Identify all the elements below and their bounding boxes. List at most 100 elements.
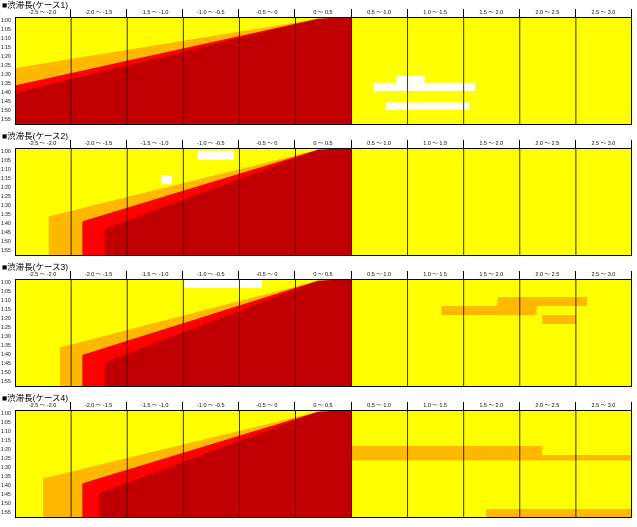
heatmap-cell: [183, 279, 262, 288]
congestion-band: [104, 279, 352, 387]
row-label: 1:10: [1, 36, 11, 42]
grid-frame: [15, 279, 632, 387]
column-header: -1.0 ～ -0.5: [183, 402, 240, 410]
column-header: -2.0 ～ -1.5: [71, 9, 128, 17]
column-header: 2.5 ～ 3.0: [576, 140, 632, 148]
heatmap-cell: [486, 509, 632, 518]
heatmap-cell: [197, 150, 234, 160]
row-label: 1:05: [1, 420, 11, 426]
column-header: -2.5 ～ -2.0: [15, 9, 72, 17]
row-label: 1:00: [1, 280, 11, 286]
row-label: 1:20: [1, 447, 11, 453]
row-label: 1:35: [1, 343, 11, 349]
row-label: 1:05: [1, 158, 11, 164]
grid-frame: [15, 17, 632, 125]
row-label: 1:40: [1, 90, 11, 96]
column-header: -2.5 ～ -2.0: [15, 402, 72, 410]
row-label: 1:50: [1, 501, 11, 507]
heatmap-grid: [15, 410, 632, 518]
column-header: -2.0 ～ -1.5: [71, 402, 128, 410]
column-header: -2.0 ～ -1.5: [71, 140, 128, 148]
row-label: 1:45: [1, 99, 11, 105]
column-header: 2.0 ～ 2.5: [520, 9, 576, 17]
column-header: -0.5 ～ 0: [239, 402, 296, 410]
row-label: 1:30: [1, 465, 11, 471]
column-header: -1.0 ～ -0.5: [183, 9, 240, 17]
column-header: 2.0 ～ 2.5: [520, 271, 576, 279]
heatmap-cell: [385, 102, 470, 110]
heatmap-grid: [15, 148, 632, 256]
row-label: 1:25: [1, 325, 11, 331]
column-header: 1.5 ～ 2.0: [464, 140, 520, 148]
row-label: 1:25: [1, 194, 11, 200]
column-header: 0 ～ 0.5: [295, 271, 352, 279]
column-header: -2.5 ～ -2.0: [15, 140, 72, 148]
column-header: 0 ～ 0.5: [295, 402, 352, 410]
heatmap-cell: [542, 315, 576, 324]
congestion-band: [99, 410, 352, 518]
row-label: 1:20: [1, 316, 11, 322]
column-header: -1.5 ～ -1.0: [127, 140, 184, 148]
column-header: 0.5 ～ 1.0: [352, 9, 408, 17]
column-header: -0.5 ～ 0: [239, 9, 296, 17]
heatmap-cell: [160, 175, 173, 184]
row-label: 1:15: [1, 45, 11, 51]
row-label: 1:00: [1, 411, 11, 417]
congestion-band: [104, 148, 352, 256]
column-header: -0.5 ～ 0: [239, 271, 296, 279]
row-label: 1:10: [1, 298, 11, 304]
row-label: 1:55: [1, 248, 11, 254]
heatmap-cell: [441, 306, 537, 315]
row-label: 1:55: [1, 379, 11, 385]
row-label: 1:50: [1, 370, 11, 376]
column-header: 1.5 ～ 2.0: [464, 271, 520, 279]
panel-title: ■渋滞長(ケース3): [2, 262, 69, 272]
heatmap-panel: ■渋滞長(ケース1) -2.5 ～ -2.0 -2.0 ～ -1.5 -1.5 ～ -…: [0, 0, 637, 131]
column-header: -1.5 ～ -1.0: [127, 402, 184, 410]
row-label: 1:45: [1, 492, 11, 498]
column-header: -1.5 ～ -1.0: [127, 9, 184, 17]
row-label: 1:10: [1, 429, 11, 435]
row-label: 1:15: [1, 438, 11, 444]
panel-title: ■渋滞長(ケース4): [2, 393, 69, 403]
row-label: 1:25: [1, 456, 11, 462]
row-label: 1:35: [1, 474, 11, 480]
row-label: 1:55: [1, 117, 11, 123]
row-label: 1:45: [1, 361, 11, 367]
heatmap-cell: [351, 455, 632, 461]
heatmap-grid: [15, 279, 632, 387]
column-header: 0 ～ 0.5: [295, 140, 352, 148]
column-header: 1.0 ～ 1.5: [408, 402, 464, 410]
heatmap-cell: [256, 17, 268, 22]
column-header: 0 ～ 0.5: [295, 9, 352, 17]
panel-title: ■渋滞長(ケース1): [2, 0, 69, 10]
row-label: 1:05: [1, 27, 11, 33]
row-label: 1:55: [1, 510, 11, 516]
row-label: 1:20: [1, 54, 11, 60]
grid-frame: [15, 148, 632, 256]
column-header: -1.0 ～ -0.5: [183, 140, 240, 148]
row-label: 1:15: [1, 307, 11, 313]
heatmap-panel: ■渋滞長(ケース4) -2.5 ～ -2.0 -2.0 ～ -1.5 -1.5 ～ -…: [0, 393, 637, 524]
row-label: 1:40: [1, 352, 11, 358]
heatmap-cell: [497, 297, 588, 306]
row-label: 1:20: [1, 185, 11, 191]
row-label: 1:30: [1, 203, 11, 209]
heatmap-cell: [373, 82, 475, 91]
column-header: 0.5 ～ 1.0: [352, 402, 408, 410]
row-label: 1:40: [1, 221, 11, 227]
column-header: 2.5 ～ 3.0: [576, 9, 632, 17]
heatmap-cell: [351, 446, 543, 455]
row-label: 1:00: [1, 149, 11, 155]
column-header: 1.5 ～ 2.0: [464, 402, 520, 410]
row-label: 1:30: [1, 72, 11, 78]
column-header: 0.5 ～ 1.0: [352, 140, 408, 148]
row-label: 1:45: [1, 230, 11, 236]
column-header: 1.0 ～ 1.5: [408, 9, 464, 17]
heatmap-cell: [396, 75, 425, 83]
row-label: 1:10: [1, 167, 11, 173]
row-label: 1:25: [1, 63, 11, 69]
column-header: -1.5 ～ -1.0: [127, 271, 184, 279]
row-label: 1:40: [1, 483, 11, 489]
column-header: -1.0 ～ -0.5: [183, 271, 240, 279]
